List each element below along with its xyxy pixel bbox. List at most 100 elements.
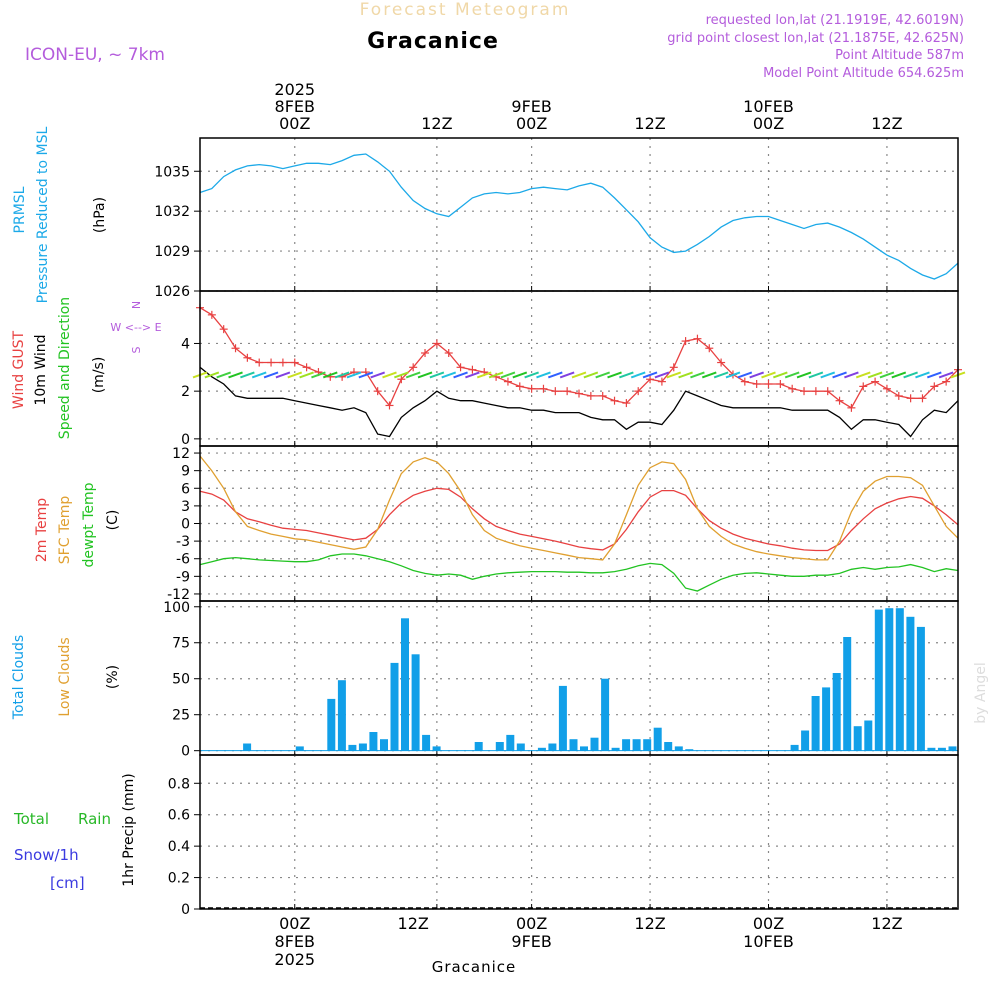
model-label: ICON-EU, ~ 7km: [25, 45, 165, 65]
wind-arrow: [583, 371, 599, 379]
gust-marker: [243, 353, 252, 362]
gust-marker: [835, 396, 844, 405]
compass-north: N: [130, 301, 143, 309]
wind-arrow: [547, 371, 563, 379]
model-altitude: Model Point Altitude 654.625m: [763, 66, 964, 81]
gust-marker: [432, 339, 441, 348]
gust-marker: [882, 384, 891, 393]
wind-arrow: [773, 371, 788, 379]
total-rain-label-rain: Rain: [78, 810, 111, 828]
precip-ytick-label: 0.8: [168, 776, 190, 792]
gust-marker: [302, 363, 311, 372]
wind-arrow: [784, 371, 800, 379]
temperature-ytick-label: 3: [181, 499, 190, 515]
cloud-bar: [506, 734, 515, 751]
wind-arrow: [713, 371, 729, 379]
hpa-unit-label: (hPa): [92, 197, 108, 233]
wind-arrow: [346, 371, 362, 379]
gust-marker: [231, 344, 240, 353]
wind-arrow: [500, 371, 516, 379]
wind-arrow: [820, 371, 836, 379]
wind-arrow: [725, 371, 741, 379]
wind-arrow: [879, 371, 895, 379]
panels: 1026102910321035024-12-9-6-3036912025507…: [154, 137, 966, 918]
cloud-bar: [664, 742, 673, 751]
precip-frame: [199, 754, 959, 910]
dewpt-label: dewpt Temp: [81, 482, 97, 567]
wind-direction-arrows: [192, 371, 966, 379]
wind-arrow: [619, 371, 634, 379]
footer-location: Gracanice: [432, 958, 517, 976]
precip-ytick-label: 0.2: [168, 871, 190, 887]
cloud-bar: [832, 673, 841, 751]
clouds-panel: 0 25 50 75 100: [163, 600, 959, 760]
gust-marker: [373, 387, 382, 396]
cloud-bar: [632, 739, 641, 751]
wind-arrow: [607, 371, 622, 379]
gust-marker: [800, 387, 809, 396]
watermark: by Angel: [973, 662, 989, 723]
gust-marker: [764, 380, 773, 388]
top-tick-label: 12Z: [421, 114, 452, 133]
gust-marker: [290, 358, 299, 367]
cloud-bar: [422, 734, 431, 751]
gust-marker: [527, 384, 536, 393]
gust-marker: [776, 380, 785, 388]
gust-marker: [409, 363, 418, 372]
cloud-bar: [822, 687, 831, 751]
snow-unit-label: [cm]: [50, 874, 85, 892]
cloud-bar: [643, 739, 652, 751]
pressure-frame: [199, 137, 959, 292]
wind-arrow: [240, 371, 255, 379]
cloud-bar: [685, 749, 694, 751]
wind-arrow: [453, 371, 468, 379]
wind10m-label: 10m Wind: [33, 334, 49, 405]
cloud-bar: [569, 739, 578, 751]
pressure-ytick-label: 1032: [154, 204, 190, 220]
gust-marker: [871, 377, 880, 386]
temperature-ytick-label: -6: [176, 552, 190, 568]
gust-marker: [740, 377, 749, 386]
sfc-temp-label: SFC Temp: [57, 496, 73, 565]
bottom-tick-label: 00Z: [516, 914, 547, 933]
bottom-tick-label: 9FEB: [511, 932, 551, 951]
bottom-tick-label: 00Z: [279, 914, 310, 933]
wind-arrow: [465, 371, 480, 379]
requested-coords: requested lon,lat (21.1919E, 42.6019N): [706, 13, 964, 28]
gust-marker: [551, 387, 560, 396]
wind-arrow: [370, 371, 385, 379]
bottom-tick-label: 00Z: [753, 914, 784, 933]
temperature-ytick-label: 6: [181, 481, 190, 497]
bottom-tick-label: 2025: [274, 950, 315, 969]
gust-marker: [539, 384, 548, 393]
gust-marker: [717, 358, 726, 367]
cloud-bar: [358, 743, 367, 751]
cloud-bar: [790, 744, 799, 751]
wind-arrow: [808, 371, 824, 379]
top-tick-label: 00Z: [279, 114, 310, 133]
wind-arrow: [417, 371, 433, 379]
cloud-bar: [895, 608, 904, 751]
gridpoint-coords: grid point closest lon,lat (21.1875E, 42…: [667, 31, 964, 46]
cloud-bar: [590, 737, 599, 751]
cloud-bar: [885, 608, 894, 751]
gust-marker: [219, 325, 228, 334]
wind-arrow: [761, 371, 776, 379]
gust-marker: [788, 384, 797, 393]
wind-arrow: [796, 371, 812, 379]
cloud-bar: [580, 746, 588, 751]
wind-arrow: [405, 371, 421, 379]
cloud-bar: [432, 746, 441, 751]
gust-marker: [278, 358, 287, 367]
gust-marker: [468, 365, 477, 374]
gust-marker: [906, 394, 915, 403]
wind-arrow: [311, 371, 326, 379]
cloud-bar: [653, 727, 662, 751]
gust-label: Wind GUST: [11, 330, 27, 409]
prmsl-label: PRMSL: [12, 186, 28, 233]
wind-arrow: [358, 371, 374, 379]
wind-arrow: [666, 371, 682, 379]
top-tick-label: 00Z: [516, 114, 547, 133]
